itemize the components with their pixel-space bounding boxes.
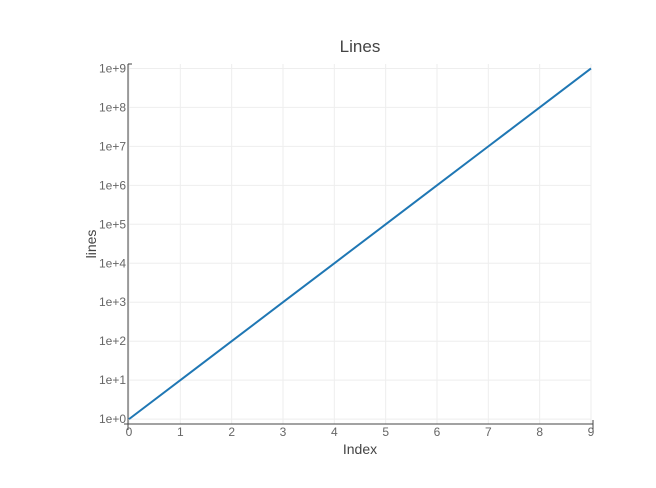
- x-tick-label: 7: [485, 425, 492, 439]
- y-tick-label: 1e+5: [99, 217, 126, 231]
- chart-title: Lines: [340, 37, 381, 56]
- x-tick-label: 4: [331, 425, 338, 439]
- y-tick-label: 1e+6: [99, 178, 126, 192]
- x-axis-title: Index: [343, 441, 377, 457]
- y-tick-label: 1e+0: [99, 412, 126, 426]
- series-line: [128, 67, 592, 420]
- series-layer: [128, 67, 592, 420]
- grid: [128, 64, 592, 424]
- y-tick-label: 1e+8: [99, 100, 126, 114]
- x-tick-label: 2: [228, 425, 235, 439]
- x-tick-label: 6: [434, 425, 441, 439]
- y-tick-label: 1e+2: [99, 334, 126, 348]
- x-tick-label: 5: [382, 425, 389, 439]
- y-tick-label: 1e+1: [99, 373, 126, 387]
- x-tick-label: 0: [126, 425, 133, 439]
- axes: [124, 63, 594, 430]
- x-tick-label: 9: [588, 425, 595, 439]
- x-tick-label: 3: [280, 425, 287, 439]
- tick-labels: 0 1 2 3 4 5 6 7 8 9 1e+0 1e+1 1e+2 1e+3 1e+4 1e+5 1e+6 1e…: [99, 61, 595, 439]
- y-axis-title: lines: [83, 230, 99, 259]
- y-tick-label: 1e+9: [99, 61, 126, 75]
- x-tick-label: 8: [536, 425, 543, 439]
- y-tick-label: 1e+7: [99, 139, 126, 153]
- x-tick-label: 1: [177, 425, 184, 439]
- y-tick-label: 1e+3: [99, 295, 126, 309]
- y-tick-label: 1e+4: [99, 256, 126, 270]
